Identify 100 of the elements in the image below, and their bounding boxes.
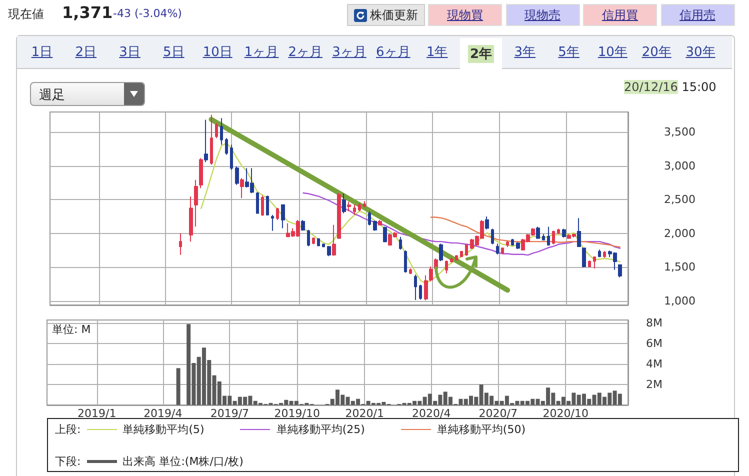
x-tick-label: 2019/10 <box>274 407 320 420</box>
text: 信用売 <box>660 4 734 26</box>
y-tick-label: 3,500 <box>664 126 696 139</box>
bar <box>176 368 180 405</box>
candlestick <box>307 229 310 247</box>
candlestick <box>557 228 560 235</box>
candlestick <box>593 256 596 270</box>
y-tick-label: 1,500 <box>664 260 696 274</box>
candlestick <box>496 243 499 255</box>
text: 10年 <box>596 44 628 61</box>
text: 現物売 <box>506 4 580 26</box>
candlestick <box>562 228 566 238</box>
text: 1ヶ月 <box>243 44 280 61</box>
candlestick <box>225 138 228 156</box>
text: 2ヶ月 <box>287 44 324 61</box>
candlestick <box>347 201 351 212</box>
text: 現物買 <box>428 4 502 26</box>
legend-title: 下段: <box>55 454 81 469</box>
candlestick <box>409 268 412 274</box>
text: 20/12/16 <box>624 80 678 94</box>
candlestick <box>577 218 581 248</box>
candlestick <box>450 257 453 263</box>
candlestick <box>542 234 545 241</box>
y-tick-label: 1,000 <box>664 294 696 308</box>
candlestick <box>266 195 269 216</box>
candlestick <box>419 284 422 300</box>
candlestick <box>235 166 239 186</box>
candlestick <box>240 178 244 199</box>
candlestick <box>230 144 233 170</box>
y-tick-label: 6M <box>646 337 662 350</box>
line-series <box>302 192 621 256</box>
legend-title: 上段: <box>55 422 81 437</box>
candlestick <box>455 254 458 261</box>
candlestick <box>536 226 540 240</box>
candlestick <box>317 238 320 247</box>
text: 5日 <box>162 44 186 61</box>
candlestick <box>383 226 387 243</box>
candlestick <box>378 219 382 226</box>
candlestick <box>404 250 407 274</box>
y-tick-label: 2,500 <box>664 193 696 206</box>
candlestick <box>189 196 193 242</box>
candlestick <box>439 243 443 262</box>
text: 5年 <box>557 44 580 61</box>
legend-label: 単純移動平均(5) <box>122 422 204 437</box>
text: 現在値 <box>8 6 44 23</box>
candlestick <box>327 245 331 257</box>
text: 1,371 <box>62 3 113 22</box>
legend-label: 単純移動平均(25) <box>276 422 365 437</box>
candlestick <box>460 250 463 258</box>
y-tick-label: 4M <box>646 358 662 371</box>
x-tick-label: 2019/7 <box>210 407 250 420</box>
candlestick <box>312 237 315 245</box>
candlestick <box>511 238 514 246</box>
candlestick <box>485 216 489 230</box>
text: 10日 <box>202 44 234 61</box>
text: 3年 <box>513 44 537 61</box>
text: 株価更新 <box>370 6 418 24</box>
candlestick <box>465 244 468 256</box>
legend-label: 出来高 単位:(M株/口/枚) <box>122 454 244 469</box>
candlestick <box>506 240 509 248</box>
x-tick-label: 2020/10 <box>542 407 588 420</box>
candlestick <box>353 204 356 216</box>
text: 3ヶ月 <box>331 44 368 61</box>
candlestick <box>516 242 520 250</box>
candlestick <box>547 226 550 246</box>
candlestick <box>501 247 504 254</box>
y-tick-label: 3,000 <box>664 159 696 172</box>
y-tick-label: 8M <box>646 316 662 330</box>
x-tick-label: 2019/1 <box>78 407 116 420</box>
text: 1日 <box>30 44 54 61</box>
text: 30年 <box>684 44 716 61</box>
candlestick <box>603 250 606 258</box>
text: 3日 <box>118 44 142 61</box>
candlestick <box>373 220 377 232</box>
candlestick <box>337 192 341 240</box>
candlestick <box>399 236 402 250</box>
candlestick <box>204 119 208 163</box>
text: 週足 <box>39 87 65 104</box>
y-tick-label: 2M <box>646 378 662 392</box>
candlestick <box>414 274 417 300</box>
candlestick <box>582 247 586 268</box>
candlestick <box>194 179 198 228</box>
line-series <box>430 216 621 248</box>
candlestick <box>552 230 555 245</box>
candlestick <box>618 264 622 278</box>
text: 2日 <box>74 44 98 61</box>
line-series <box>200 142 621 284</box>
text: 6ヶ月 <box>375 44 412 61</box>
text: 15:00 <box>680 80 716 94</box>
candlestick <box>491 228 494 245</box>
candlestick <box>445 260 448 274</box>
text: 2年 <box>468 44 494 62</box>
y-tick-label: 2,000 <box>664 226 696 240</box>
candlestick <box>199 158 203 189</box>
text: 信用買 <box>583 4 657 26</box>
text: 20年 <box>640 44 672 61</box>
candlestick <box>598 249 601 258</box>
candlestick <box>301 219 305 232</box>
candlestick <box>332 224 336 256</box>
candlestick <box>322 243 325 248</box>
